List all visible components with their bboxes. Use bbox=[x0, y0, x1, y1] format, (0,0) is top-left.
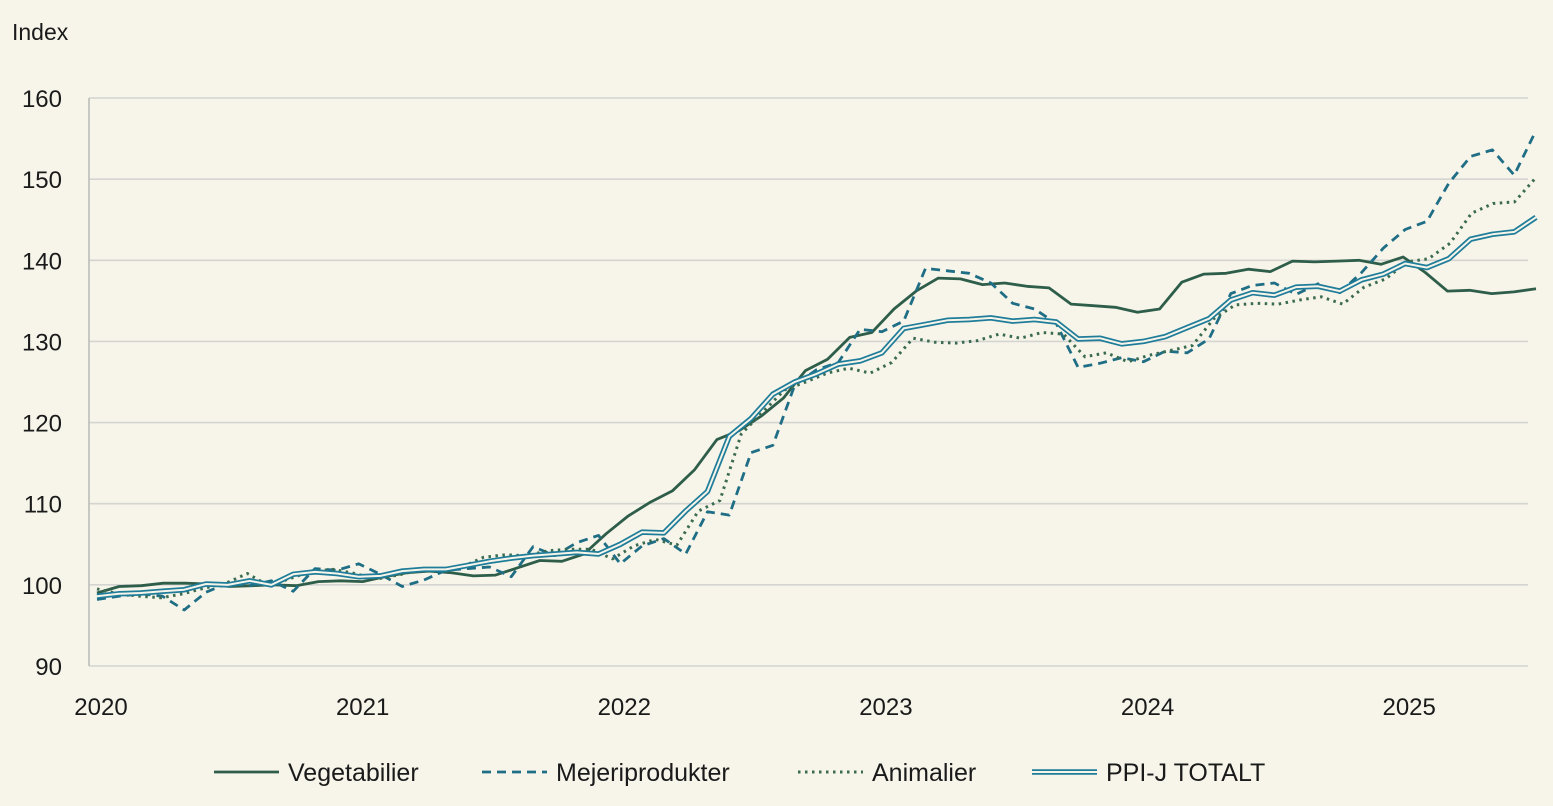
series-line-inner-ppi-j-totalt bbox=[96, 216, 1537, 598]
legend-item: PPI-J TOTALT bbox=[1032, 759, 1265, 787]
x-tick-label: 2022 bbox=[598, 694, 651, 721]
legend-item: Animalier bbox=[798, 759, 976, 787]
legend-label: Mejeriprodukter bbox=[556, 759, 730, 787]
y-tick-label: 130 bbox=[22, 329, 62, 356]
series-line-animalier bbox=[96, 176, 1538, 600]
y-tick-label: 100 bbox=[22, 573, 62, 600]
legend-item: Mejeriprodukter bbox=[482, 759, 730, 787]
y-tick-label: 160 bbox=[22, 86, 62, 113]
x-tick-label: 2021 bbox=[336, 694, 389, 721]
series-line-ppi-j-totalt bbox=[96, 215, 1538, 599]
legend-label: Animalier bbox=[872, 759, 976, 787]
series-line-mejeriprodukter bbox=[96, 129, 1538, 612]
y-tick-label: 120 bbox=[22, 411, 62, 438]
legend-label: PPI-J TOTALT bbox=[1106, 759, 1265, 787]
y-tick-label: 90 bbox=[35, 654, 62, 681]
y-tick-label: 140 bbox=[22, 248, 62, 275]
series-lines bbox=[96, 129, 1538, 612]
x-tick-label: 2023 bbox=[859, 694, 912, 721]
x-tick-label: 2025 bbox=[1382, 694, 1435, 721]
y-tick-label: 150 bbox=[22, 167, 62, 194]
x-tick-label: 2020 bbox=[74, 694, 127, 721]
legend-item: Vegetabilier bbox=[214, 759, 419, 787]
x-tick-label: 2024 bbox=[1121, 694, 1174, 721]
legend: Vegetabilier Mejeriprodukter Animalier PPI-… bbox=[214, 759, 1265, 787]
legend-label: Vegetabilier bbox=[288, 759, 419, 787]
gridlines bbox=[88, 97, 1528, 667]
y-axis-ticks: 90 100 110 120 130 140 150 160 bbox=[22, 86, 62, 681]
series-line-vegetabilier bbox=[96, 255, 1537, 595]
x-axis-ticks: 2020 2021 2022 2023 2024 2025 bbox=[74, 694, 1436, 721]
y-axis-title: Index bbox=[12, 19, 69, 45]
y-tick-label: 110 bbox=[24, 492, 62, 519]
